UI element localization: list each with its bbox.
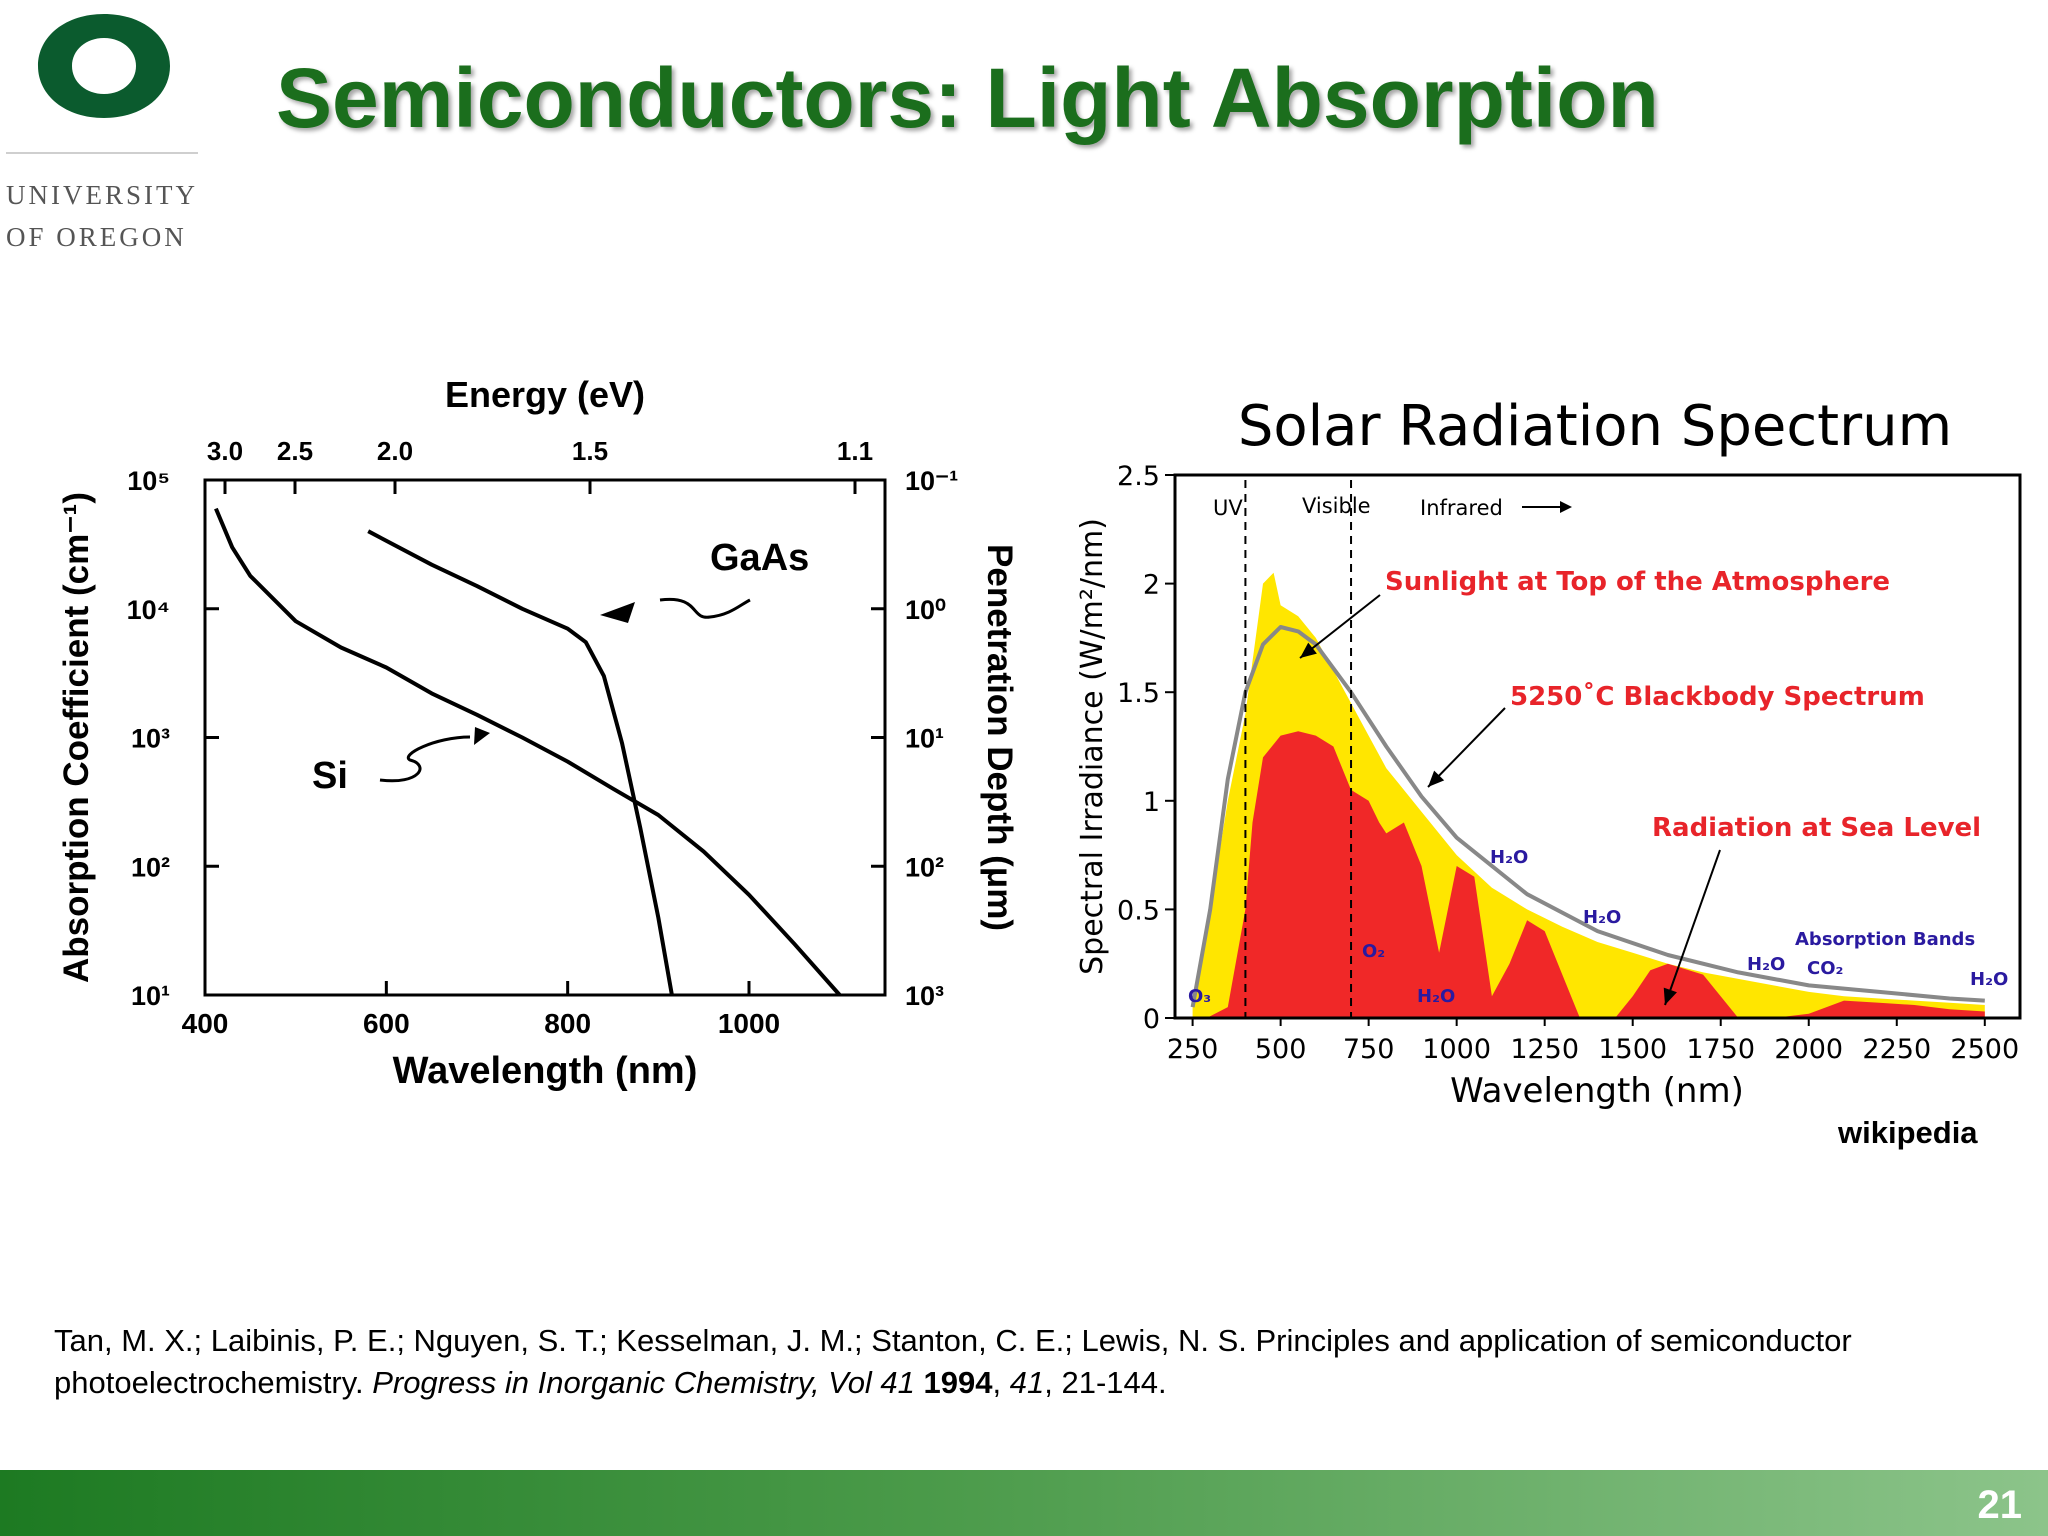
- irradiance-tick-label: 1: [1143, 787, 1160, 818]
- solar-spectrum-chart: Solar Radiation Spectrum 0 0.5 1 1.5 2 2.5 250 5…: [1075, 394, 2022, 1110]
- solar-wavelength-tick-label: 2250: [1862, 1034, 1931, 1065]
- top-atmosphere-arrowhead: [1300, 642, 1317, 658]
- solar-wavelength-tick-label: 1250: [1510, 1034, 1579, 1065]
- sea-level-label: Radiation at Sea Level: [1652, 813, 1981, 843]
- energy-tick-label: 1.1: [837, 436, 873, 466]
- irradiance-tick-label: 0.5: [1117, 895, 1160, 926]
- citation: Tan, M. X.; Laibinis, P. E.; Nguyen, S. …: [54, 1323, 1852, 1400]
- penetration-tick-label: 10⁰: [905, 595, 946, 625]
- energy-axis-title: Energy (eV): [445, 374, 645, 415]
- energy-tick-label: 3.0: [207, 436, 243, 466]
- logo-oregon-text: OF OREGON: [6, 222, 187, 252]
- solar-wavelength-tick-label: 500: [1255, 1034, 1307, 1065]
- citation-authors: Tan, M. X.; Laibinis, P. E.; Nguyen, S. …: [54, 1323, 1852, 1400]
- solar-wavelength-tick-label: 750: [1343, 1034, 1395, 1065]
- solar-wavelength-tick-label: 1750: [1686, 1034, 1755, 1065]
- solar-wavelength-tick-label: 250: [1167, 1034, 1219, 1065]
- energy-tick-label: 1.5: [572, 436, 608, 466]
- wavelength-tick-label: 1000: [718, 1008, 780, 1039]
- sea-level-arrowhead: [1663, 987, 1677, 1005]
- absorption-tick-label: 10⁵: [127, 466, 170, 496]
- solar-wavelength-tick-label: 2000: [1774, 1034, 1843, 1065]
- solar-wavelength-tick-label: 2500: [1950, 1034, 2019, 1065]
- page-number: 21: [1977, 1483, 2023, 1527]
- citation-journal: Progress in Inorganic Chemistry, Vol 41: [372, 1365, 915, 1400]
- logo-divider: [6, 152, 198, 154]
- h2o-label: H₂O: [1970, 969, 2008, 990]
- university-logo: UNIVERSITY OF OREGON: [0, 0, 210, 260]
- footer-bar: 21: [0, 1470, 2048, 1536]
- top-atmosphere-label: Sunlight at Top of the Atmosphere: [1385, 567, 1890, 597]
- citation-year: 1994: [923, 1365, 993, 1400]
- absorption-axis-title: Absorption Coefficient (cm⁻¹): [57, 492, 96, 983]
- wavelength-tick-label: 400: [182, 1008, 229, 1039]
- solar-chart-title: Solar Radiation Spectrum: [1238, 394, 1952, 459]
- absorption-tick-label: 10¹: [131, 981, 170, 1011]
- penetration-tick-label: 10²: [905, 852, 944, 882]
- sea-level-arrow: [1664, 849, 1721, 1006]
- wavelength-tick-label: 800: [544, 1008, 591, 1039]
- source-note: wikipedia: [1838, 1115, 1978, 1150]
- si-curve: [214, 507, 842, 997]
- solar-wavelength-tick-label: 1500: [1598, 1034, 1667, 1065]
- irradiance-tick-label: 1.5: [1117, 678, 1160, 709]
- irradiance-axis-title: Spectral Irradiance (W/m²/nm): [1075, 518, 1110, 975]
- o3-label: O₃: [1188, 986, 1211, 1007]
- penetration-tick-label: 10³: [905, 981, 944, 1011]
- absorption-bands-label: Absorption Bands: [1795, 929, 1975, 950]
- absorption-tick-label: 10⁴: [127, 595, 170, 625]
- top-atmosphere-arrow: [1299, 594, 1381, 659]
- si-pointer-arrow: [379, 735, 471, 783]
- wavelength-tick-label: 600: [363, 1008, 410, 1039]
- irradiance-tick-label: 0: [1143, 1004, 1160, 1035]
- si-label: Si: [312, 755, 348, 797]
- wavelength-axis-title: Wavelength (nm): [393, 1050, 698, 1092]
- solar-wavelength-axis-title: Wavelength (nm): [1450, 1071, 1744, 1110]
- energy-tick-label: 2.0: [377, 436, 413, 466]
- irradiance-tick-label: 2.5: [1117, 461, 1160, 492]
- uv-region-label: UV: [1213, 496, 1243, 520]
- sea-level-area: [1206, 731, 1985, 1018]
- blackbody-arrowhead: [1428, 770, 1445, 787]
- gaas-pointer-arrow: [659, 597, 751, 619]
- si-pointer-arrowhead: [474, 727, 490, 745]
- o2-label: O₂: [1362, 941, 1385, 962]
- visible-region-label: Visible: [1302, 494, 1371, 518]
- gaas-pointer-arrowhead: [600, 602, 635, 623]
- h2o-label: H₂O: [1490, 847, 1528, 868]
- blackbody-curve: [1190, 625, 1985, 1008]
- gaas-curve: [367, 529, 674, 996]
- solar-wavelength-tick-label: 1000: [1422, 1034, 1491, 1065]
- h2o-label: H₂O: [1583, 907, 1621, 928]
- penetration-tick-label: 10⁻¹: [905, 466, 958, 496]
- blackbody-arrow: [1427, 707, 1506, 788]
- absorption-tick-label: 10³: [131, 724, 170, 754]
- irradiance-tick-label: 2: [1143, 570, 1160, 601]
- right-plot-frame: [1173, 473, 2022, 1020]
- infrared-arrowhead-icon: [1560, 501, 1572, 513]
- energy-tick-label: 2.5: [277, 436, 313, 466]
- logo-university-text: UNIVERSITY: [6, 180, 198, 210]
- oregon-o-logo-icon: [38, 14, 170, 118]
- citation-volume: 41: [1009, 1365, 1045, 1400]
- absorption-tick-label: 10²: [131, 852, 170, 882]
- co2-label: CO₂: [1807, 958, 1843, 979]
- h2o-label: H₂O: [1417, 986, 1455, 1007]
- penetration-tick-label: 10¹: [905, 724, 944, 754]
- blackbody-label: 5250˚C Blackbody Spectrum: [1510, 681, 1925, 712]
- absorption-coefficient-chart: Energy (eV) 3.0 2.5 2.0 1.5 1.1 400 600 800 1000 W…: [57, 374, 1019, 1092]
- slide-title: Semiconductors: Light Absorption: [276, 51, 1659, 145]
- gaas-label: GaAs: [710, 537, 809, 579]
- penetration-axis-title: Penetration Depth (μm): [980, 544, 1019, 931]
- citation-pages: , 21-144.: [1044, 1365, 1167, 1400]
- infrared-region-label: Infrared: [1420, 496, 1503, 520]
- h2o-label: H₂O: [1747, 954, 1785, 975]
